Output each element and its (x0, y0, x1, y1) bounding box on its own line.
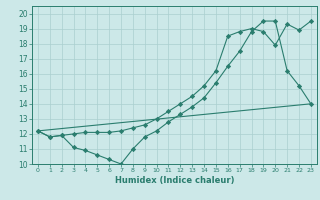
X-axis label: Humidex (Indice chaleur): Humidex (Indice chaleur) (115, 176, 234, 185)
